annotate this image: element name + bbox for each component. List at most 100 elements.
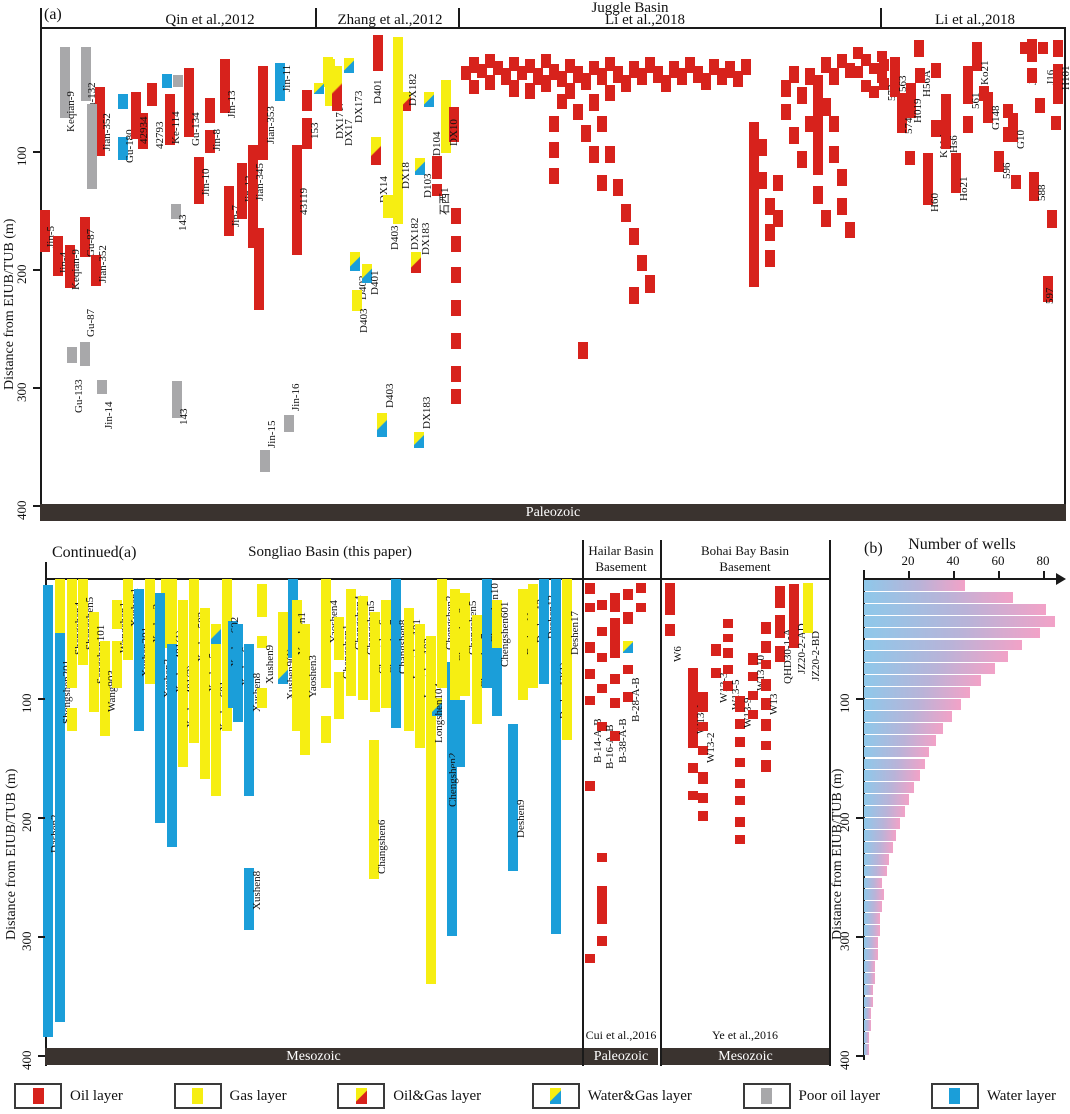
well-bar xyxy=(244,868,254,931)
well-label: Jian-345 xyxy=(254,162,266,201)
well-bar xyxy=(55,579,65,633)
well-bar xyxy=(565,82,575,100)
y-axis-tick-label: 300 xyxy=(19,931,34,952)
well-bar xyxy=(915,68,925,83)
well-bar xyxy=(112,640,122,689)
legend-label: Water layer xyxy=(986,1087,1056,1104)
well-bar xyxy=(805,115,815,133)
well-bar xyxy=(761,659,771,670)
well-bar xyxy=(597,652,607,663)
well-bar xyxy=(370,612,380,713)
panel-hist-ylabel: Distance from EIUB/TUB (m) xyxy=(830,768,845,940)
well-bar xyxy=(460,593,470,696)
y-axis-tick xyxy=(38,817,45,819)
well-bar xyxy=(451,207,461,225)
well-bar xyxy=(80,217,90,258)
well-bar xyxy=(761,698,771,710)
well-bar xyxy=(451,389,461,404)
well-bar xyxy=(451,365,461,383)
well-bar xyxy=(589,61,599,76)
well-bar xyxy=(623,664,633,675)
hist-bar xyxy=(864,1020,871,1032)
panel-a-section-qin: Qin et al.,2012 xyxy=(165,12,255,28)
hist-bar xyxy=(864,829,896,841)
well-bar xyxy=(1003,127,1013,142)
hist-x-tick xyxy=(908,571,910,579)
well-bar xyxy=(257,688,267,708)
well-bar xyxy=(761,640,771,653)
well-label: 597 xyxy=(1044,287,1056,305)
well-bar xyxy=(224,186,234,236)
well-bar xyxy=(748,671,758,682)
well-bar xyxy=(789,66,799,83)
well-label: H019 xyxy=(912,98,924,123)
well-bar xyxy=(914,40,924,57)
hist-bar xyxy=(864,1008,871,1020)
well-bar xyxy=(565,58,575,74)
legend-swatch-box xyxy=(173,1083,222,1109)
well-bar xyxy=(573,66,583,83)
well-bar xyxy=(67,579,77,689)
well-bar xyxy=(53,235,63,277)
well-bar xyxy=(698,721,708,732)
well-label: Jin-16 xyxy=(290,383,302,411)
well-label: Jin-8 xyxy=(211,129,223,151)
well-bar xyxy=(748,709,758,720)
well-label: H101 xyxy=(1060,65,1070,90)
hist-y-tick-label: 400 xyxy=(837,1050,852,1071)
well-bar xyxy=(134,588,144,732)
well-bar xyxy=(258,66,268,161)
well-label: D401 xyxy=(372,79,384,104)
well-bar xyxy=(813,186,823,205)
well-bar xyxy=(302,89,312,111)
well-bar xyxy=(585,602,595,613)
well-bar xyxy=(879,77,889,90)
well-bar xyxy=(441,80,451,154)
well-bar xyxy=(415,624,425,748)
panel-b-ylabel: Distance from EIUB/TUB (m) xyxy=(4,768,19,940)
well-bar xyxy=(469,80,479,95)
y-axis-tick xyxy=(33,387,40,389)
hist-x-tick xyxy=(1043,571,1045,579)
panel-a-section-zhang: Zhang et al.,2012 xyxy=(337,12,443,28)
well-bar xyxy=(482,579,492,689)
well-bar xyxy=(145,579,155,684)
hist-bar xyxy=(864,770,921,782)
hist-bar xyxy=(864,841,894,853)
well-bar xyxy=(1051,115,1061,130)
well-bar xyxy=(621,204,631,222)
well-bar xyxy=(302,117,312,149)
y-axis-tick xyxy=(38,698,45,700)
panel-b-attribution-ye: Ye et al.,2016 xyxy=(711,1028,779,1042)
well-label: Jin-14 xyxy=(103,401,115,430)
well-bar xyxy=(173,75,183,88)
well-bar xyxy=(167,644,177,847)
hist-bar xyxy=(864,603,1047,615)
well-bar xyxy=(1047,210,1057,228)
well-bar xyxy=(829,115,839,133)
well-bar xyxy=(629,286,639,305)
well-bar xyxy=(432,155,442,180)
legend-swatch-w xyxy=(949,1088,961,1104)
well-label: H60 xyxy=(929,193,941,213)
well-bar xyxy=(585,781,595,791)
panel-b-section-songliao: Songliao Basin (this paper) xyxy=(248,544,412,560)
well-bar xyxy=(551,579,561,934)
well-bar xyxy=(517,66,527,81)
well-label: 588 xyxy=(1036,184,1048,201)
well-bar xyxy=(585,695,595,706)
well-label: DX182 xyxy=(407,73,419,107)
well-bar xyxy=(1043,276,1053,303)
well-bar xyxy=(95,87,105,156)
well-bar xyxy=(735,778,745,789)
panel-b-section-bohai-line1: Bohai Bay Basin xyxy=(700,543,790,558)
well-bar xyxy=(717,68,727,85)
well-bar xyxy=(404,607,414,732)
well-label: Yaoshen3 xyxy=(307,655,319,698)
well-bar xyxy=(492,600,502,648)
well-bar xyxy=(735,834,745,845)
well-bar xyxy=(797,151,807,168)
well-bar xyxy=(877,70,887,83)
well-bar xyxy=(485,75,495,90)
well-bar xyxy=(1008,113,1018,142)
